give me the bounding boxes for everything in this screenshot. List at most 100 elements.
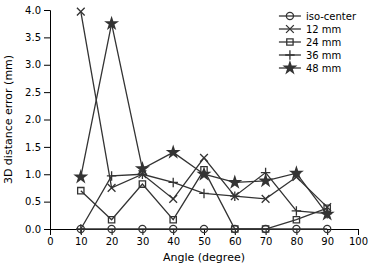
point [262,226,268,232]
point [169,195,177,203]
y-tick: 0.0 [25,224,50,235]
y-tick-mark [44,92,50,93]
legend-swatch-marker [287,39,293,45]
point [78,188,84,194]
x-tick: 100 [349,229,368,247]
point [139,181,145,187]
x-tick-label: 20 [106,236,119,247]
legend-label: iso-center [306,11,357,22]
y-axis-line [44,11,51,230]
legend-label: 36 mm [306,50,341,61]
legend-swatch-marker [286,12,293,19]
x-tick-label: 60 [229,236,242,247]
y-axis-title: 3D distance error (mm) [2,55,15,184]
y-tick-label: 2.0 [25,114,41,125]
x-tick: 90 [321,229,334,247]
y-tick-label: 3.0 [25,59,41,70]
x-tick-label: 80 [291,236,304,247]
y-tick-mark [44,147,50,148]
point [232,226,238,232]
x-tick-label: 90 [321,236,334,247]
point [293,225,300,232]
x-tick-label: 10 [75,236,88,247]
legend-label: 48 mm [306,63,341,74]
y-axis: 0.0 0.5 1.0 1.5 2.0 2.5 3.0 3.5 4.0 [25,5,50,235]
y-tick-label: 4.0 [25,5,41,16]
point [196,166,211,180]
x-tick: 30 [137,229,150,247]
plot-area [73,8,334,234]
point [170,225,177,232]
point [324,225,331,232]
legend-swatch-marker [285,50,294,59]
x-tick-label: 30 [137,236,150,247]
point [200,154,208,162]
y-tick-mark [44,65,50,66]
y-tick: 4.0 [25,5,50,16]
legend-item: 24 mm [279,37,341,48]
x-tick: 0 [47,229,53,247]
point [108,225,115,232]
y-tick-mark [44,120,50,121]
x-tick-label: 0 [47,236,53,247]
y-tick: 2.0 [25,114,50,125]
y-tick-mark [44,174,50,175]
point [107,171,116,180]
y-tick-label: 1.0 [25,169,41,180]
y-tick-label: 0.5 [25,196,41,207]
point [77,8,85,16]
y-tick: 3.5 [25,32,50,43]
y-tick-label: 2.5 [25,87,41,98]
legend-swatch-marker [286,25,294,33]
x-tick: 20 [106,229,119,247]
point [139,225,146,232]
point [289,165,304,179]
legend-swatch-line [279,41,301,42]
legend-label: 24 mm [306,37,341,48]
legend-swatch-line [279,15,301,16]
legend-item: 12 mm [279,24,341,35]
y-tick: 2.5 [25,87,50,98]
series [73,16,334,221]
point [170,217,176,223]
point [293,217,299,223]
line [81,228,327,229]
x-tick-label: 70 [260,236,273,247]
x-tick-mark [358,229,359,235]
point [227,175,242,189]
legend-item: 48 mm [279,60,341,74]
point [108,217,114,223]
y-tick-mark [44,10,50,11]
x-axis-title: Angle (degree) [163,251,245,264]
y-tick: 3.0 [25,59,50,70]
point [292,206,301,215]
y-tick: 1.0 [25,169,50,180]
y-tick: 0.5 [25,196,50,207]
point [168,178,177,187]
point [104,16,119,30]
y-tick-label: 0.0 [25,224,41,235]
series [78,167,331,232]
point [230,191,239,200]
point [320,206,335,220]
x-axis: 0 10 20 30 40 50 60 70 80 90 100 [47,229,368,247]
y-tick-label: 3.5 [25,32,41,43]
legend-item: 36 mm [279,50,341,61]
x-tick: 80 [291,229,304,247]
point [200,225,207,232]
y-tick-mark [44,229,50,230]
point [262,195,270,203]
legend-swatch-marker [282,60,297,74]
line [81,12,327,207]
y-tick-label: 1.5 [25,142,41,153]
point [258,173,273,187]
point [108,184,116,192]
line [81,173,327,229]
x-tick-label: 40 [167,236,180,247]
point [166,144,181,158]
point [135,161,150,175]
y-tick: 1.5 [25,142,50,153]
x-tick-label: 50 [198,236,211,247]
x-tick: 40 [167,229,180,247]
y-tick-mark [44,37,50,38]
